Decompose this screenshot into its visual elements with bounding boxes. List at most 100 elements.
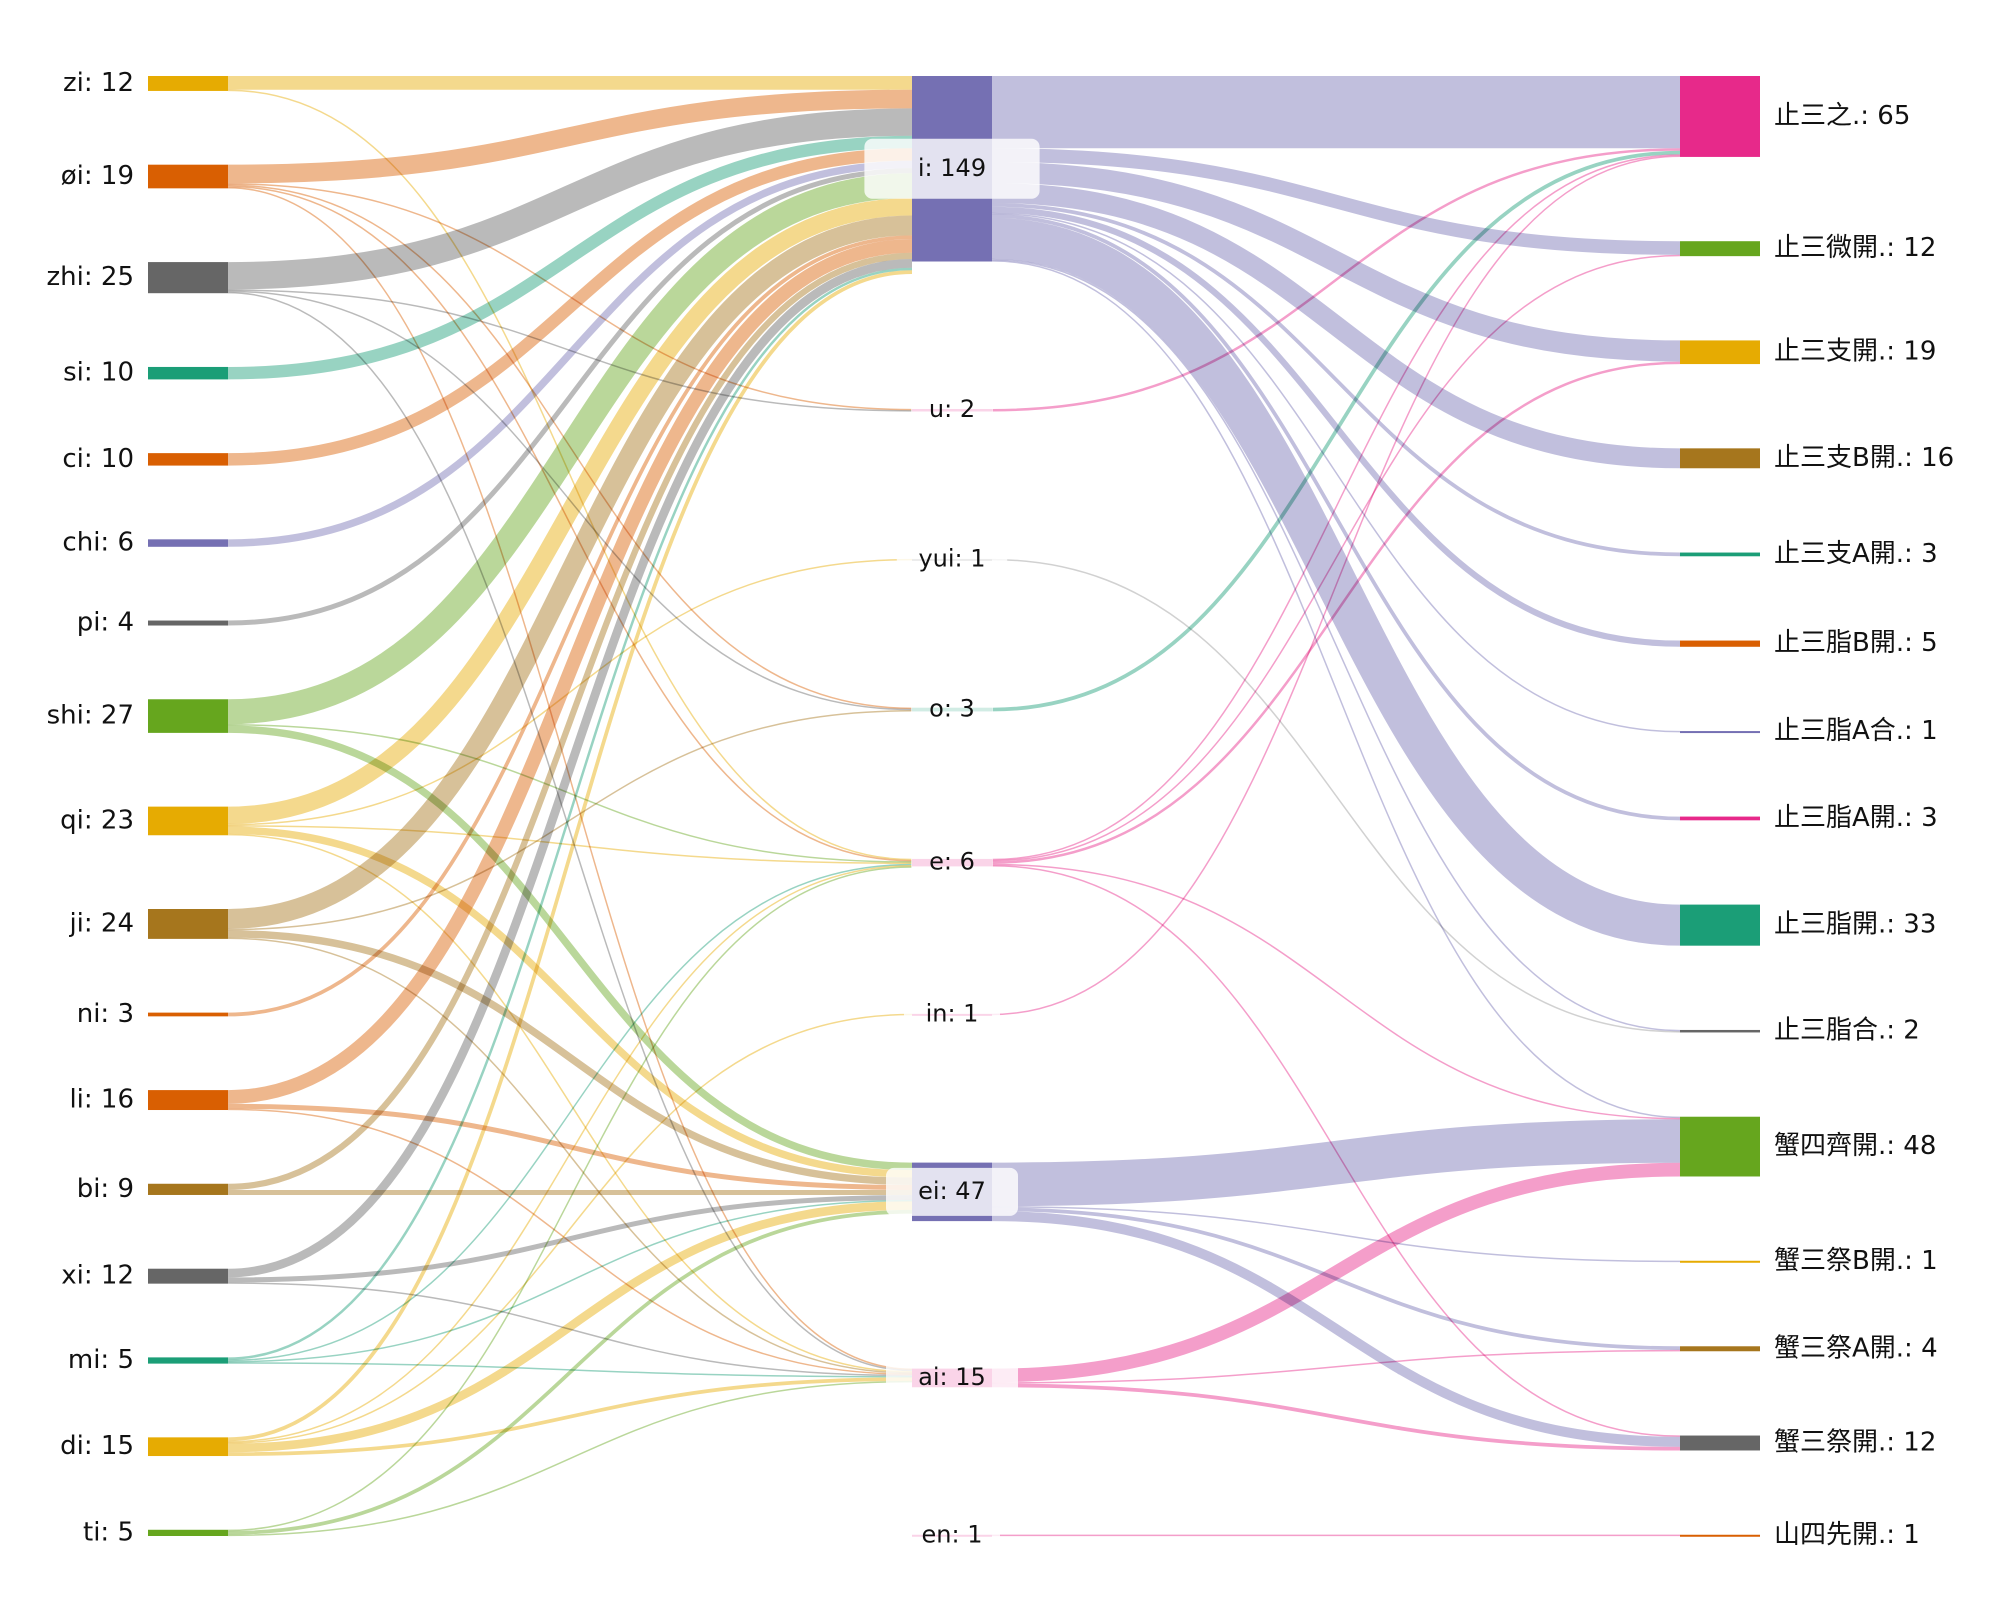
node-pi xyxy=(148,620,228,626)
link-ai-to-蟹三祭a開 xyxy=(991,1349,1681,1384)
link-i-to-止三脂a合 xyxy=(991,212,1681,733)
label-止三脂b開: 止三脂B開.: 5 xyxy=(1774,628,1938,658)
label-止三微開: 止三微開.: 12 xyxy=(1774,233,1936,263)
label-chi: chi: 6 xyxy=(62,528,134,558)
label-li: li: 16 xyxy=(69,1085,134,1115)
node-shi xyxy=(148,699,228,733)
node-zi xyxy=(148,76,228,91)
label-止三脂a開: 止三脂A開.: 3 xyxy=(1774,803,1938,833)
link-zi-to-e xyxy=(227,89,913,861)
link-u-to-止三之 xyxy=(991,148,1681,412)
link-ai-to-蟹四齊開 xyxy=(991,1162,1681,1383)
label-止三支a開: 止三支A開.: 3 xyxy=(1774,539,1938,569)
link-i-to-蟹四齊開 xyxy=(991,260,1681,1119)
node-蟹三祭開 xyxy=(1680,1435,1760,1451)
link-qi-to-i xyxy=(227,198,913,825)
link-yui-to-止三脂合 xyxy=(991,558,1681,1033)
links-layer xyxy=(227,75,1681,1537)
label-en: en: 1 xyxy=(922,1520,983,1548)
label-si: si: 10 xyxy=(63,358,134,388)
link-mi-to-e xyxy=(227,863,913,1362)
nodes-layer xyxy=(148,76,1760,1537)
link-i-to-止三支b開 xyxy=(991,183,1681,469)
link-ei-to-蟹三祭開 xyxy=(991,1211,1681,1447)
label-bg-e xyxy=(911,841,993,884)
label-ji: ji: 24 xyxy=(68,908,134,938)
node-qi xyxy=(148,806,228,836)
link-pi-to-i xyxy=(227,168,913,626)
link-shi-to-i xyxy=(227,173,913,725)
node-蟹四齊開 xyxy=(1680,1116,1760,1177)
link-e-to-止三微開 xyxy=(991,254,1681,862)
link-i-to-止三脂a開 xyxy=(991,214,1681,821)
link-li-to-ai xyxy=(227,1108,913,1375)
label-山四先開: 山四先開.: 1 xyxy=(1774,1520,1920,1550)
link-ji-to-o xyxy=(227,710,913,931)
link-li-to-i xyxy=(227,239,913,1104)
label-bg-u xyxy=(911,389,993,432)
label-u: u: 2 xyxy=(929,395,975,423)
node-di xyxy=(148,1437,228,1457)
label-pi: pi: 4 xyxy=(77,608,134,638)
node-xi xyxy=(148,1268,228,1284)
label-蟹三祭a開: 蟹三祭A開.: 4 xyxy=(1774,1333,1938,1363)
label-蟹三祭b開: 蟹三祭B開.: 1 xyxy=(1774,1246,1938,1276)
node-止三支開 xyxy=(1680,340,1760,365)
link-i-to-止三支a開 xyxy=(991,202,1681,557)
link-ti-to-ai xyxy=(227,1380,913,1537)
link-xi-to-i xyxy=(227,259,913,1278)
node-止三脂a合 xyxy=(1680,731,1760,734)
link-mi-to-i xyxy=(227,267,913,1360)
label-bg-o xyxy=(911,688,993,731)
link-i-to-止三脂b開 xyxy=(991,206,1681,647)
label-mi: mi: 5 xyxy=(68,1345,134,1375)
node-si xyxy=(148,366,228,380)
label-止三之: 止三之.: 65 xyxy=(1774,101,1910,131)
label-止三脂開: 止三脂開.: 33 xyxy=(1774,910,1936,940)
link-ci-to-i xyxy=(227,148,913,466)
link-ni-to-i xyxy=(227,235,913,1017)
node-ti xyxy=(148,1529,228,1536)
label-e: e: 6 xyxy=(929,848,975,876)
link-mi-to-ei xyxy=(227,1199,913,1363)
node-zhi xyxy=(148,262,228,294)
node-山四先開 xyxy=(1680,1534,1760,1537)
label-bg-ei xyxy=(886,1167,1018,1216)
link-di-to-ei xyxy=(227,1201,913,1453)
link-shi-to-e xyxy=(227,724,913,863)
link-ei-to-蟹四齊開 xyxy=(991,1119,1681,1207)
link-chi-to-i xyxy=(227,160,913,547)
label-bg-en xyxy=(904,1514,1000,1557)
link-ti-to-e xyxy=(227,866,913,1532)
link-in-to-止三之 xyxy=(991,155,1681,1016)
link-i-to-止三微開 xyxy=(991,148,1681,255)
node-ni xyxy=(148,1012,228,1017)
link-qi-to-ai xyxy=(227,833,913,1373)
label-止三脂合: 止三脂合.: 2 xyxy=(1774,1016,1920,1046)
link-ji-to-ei xyxy=(227,930,913,1186)
link-qi-to-yui xyxy=(227,558,913,826)
node-ci xyxy=(148,453,228,466)
label-蟹四齊開: 蟹四齊開.: 48 xyxy=(1774,1131,1936,1161)
link-ei-to-蟹三祭b開 xyxy=(991,1206,1681,1263)
label-ni: ni: 3 xyxy=(77,999,134,1029)
label-in: in: 1 xyxy=(926,999,979,1027)
link-li-to-ei xyxy=(227,1103,913,1190)
label-qi: qi: 23 xyxy=(60,805,134,835)
label-bg-ai xyxy=(886,1353,1018,1402)
node-止三脂a開 xyxy=(1680,816,1760,821)
label-shi: shi: 27 xyxy=(47,701,134,731)
label-蟹三祭開: 蟹三祭開.: 12 xyxy=(1774,1428,1936,1458)
link-e-to-止三支開 xyxy=(991,361,1681,864)
link-øi-to-u xyxy=(227,183,913,411)
link-e-to-止三之 xyxy=(991,154,1681,861)
node-蟹三祭b開 xyxy=(1680,1260,1760,1263)
link-i-to-止三脂開 xyxy=(991,217,1681,946)
node-止三脂合 xyxy=(1680,1029,1760,1033)
label-zhi: zhi: 25 xyxy=(47,262,134,292)
link-i-to-止三脂合 xyxy=(991,258,1681,1032)
link-bi-to-i xyxy=(227,252,913,1190)
link-ai-to-蟹三祭開 xyxy=(991,1383,1681,1451)
label-yui: yui: 1 xyxy=(918,545,985,573)
link-ji-to-i xyxy=(227,215,913,929)
